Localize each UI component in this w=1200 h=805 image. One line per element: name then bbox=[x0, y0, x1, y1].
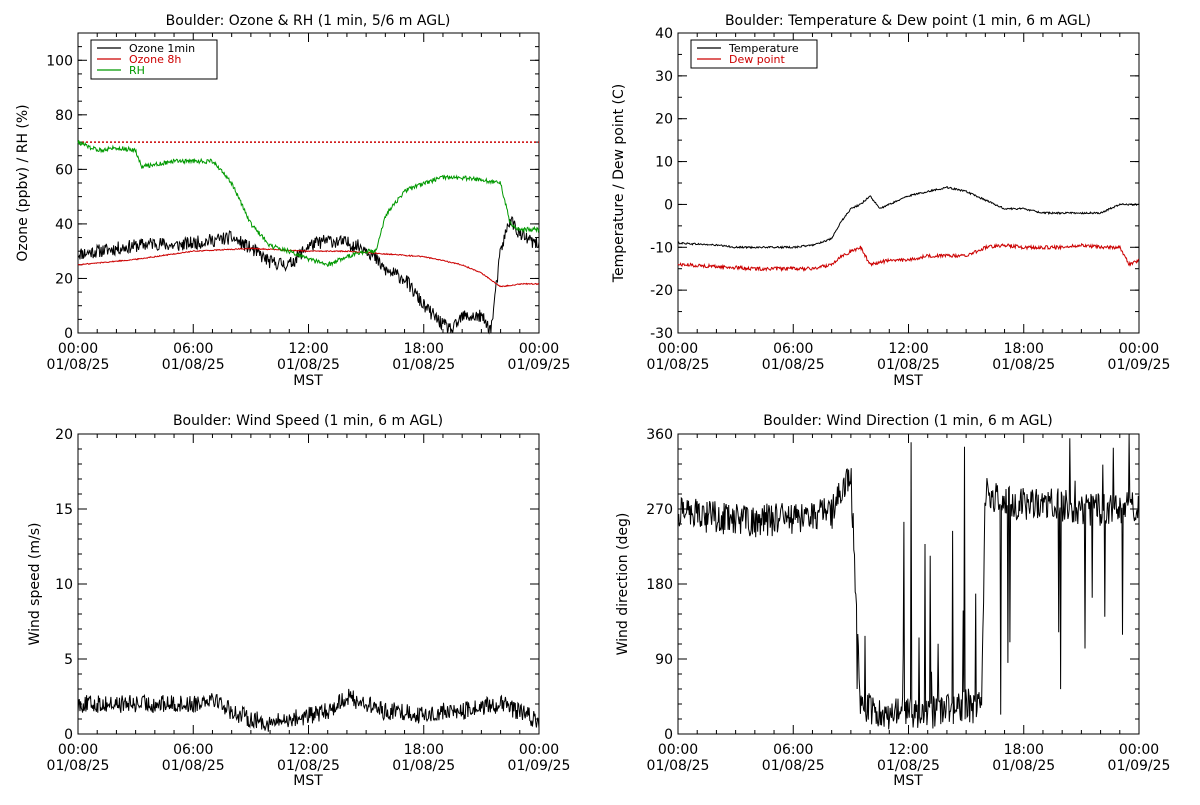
y-tick-label: 10 bbox=[55, 577, 73, 593]
y-tick-label: 0 bbox=[664, 727, 673, 743]
plot-frame bbox=[677, 32, 1140, 334]
series-line bbox=[77, 688, 540, 732]
x-axis-label: MST bbox=[293, 773, 323, 789]
series-line bbox=[77, 215, 540, 335]
ozone-rh-chart: Boulder: Ozone & RH (1 min, 5/6 m AGL) O… bbox=[15, 13, 570, 389]
y-axis-label: Ozone (ppbv) / RH (%) bbox=[15, 104, 31, 261]
x-tick-label: 12:00 bbox=[888, 341, 928, 357]
y-tick-label: 15 bbox=[55, 502, 73, 518]
x-tick-label: 01/08/25 bbox=[47, 758, 110, 774]
x-tick-label: 00:00 bbox=[1119, 341, 1159, 357]
x-tick-label: 01/08/25 bbox=[392, 758, 455, 774]
x-tick-label: 01/08/25 bbox=[162, 357, 225, 373]
series-line bbox=[77, 247, 540, 288]
x-tick-label: 01/08/25 bbox=[647, 758, 710, 774]
series-line bbox=[77, 140, 540, 267]
y-tick-label: 90 bbox=[655, 652, 673, 668]
x-tick-label: 06:00 bbox=[173, 341, 213, 357]
y-tick-label: 40 bbox=[655, 26, 673, 42]
y-tick-label: -10 bbox=[650, 240, 673, 256]
y-tick-label: 180 bbox=[646, 577, 673, 593]
x-tick-label: 18:00 bbox=[1004, 742, 1044, 758]
x-tick-label: 01/09/25 bbox=[1108, 758, 1171, 774]
series-line bbox=[677, 242, 1140, 273]
x-tick-label: 01/08/25 bbox=[762, 357, 825, 373]
wind-direction-chart: Boulder: Wind Direction (1 min, 6 m AGL)… bbox=[615, 413, 1170, 789]
x-axis-label: MST bbox=[893, 773, 923, 789]
x-tick-label: 01/08/25 bbox=[992, 357, 1055, 373]
x-tick-label: 01/08/25 bbox=[162, 758, 225, 774]
x-tick-label: 00:00 bbox=[658, 742, 698, 758]
y-tick-label: 30 bbox=[655, 69, 673, 85]
chart-title: Boulder: Wind Direction (1 min, 6 m AGL) bbox=[763, 413, 1052, 429]
x-tick-label: 01/08/25 bbox=[647, 357, 710, 373]
x-tick-label: 18:00 bbox=[404, 742, 444, 758]
x-tick-label: 18:00 bbox=[404, 341, 444, 357]
x-tick-label: 01/08/25 bbox=[762, 758, 825, 774]
temperature-dewpoint-chart: Boulder: Temperature & Dew point (1 min,… bbox=[611, 13, 1170, 389]
chart-title: Boulder: Ozone & RH (1 min, 5/6 m AGL) bbox=[166, 13, 451, 29]
x-tick-label: 00:00 bbox=[58, 742, 98, 758]
x-tick-label: 12:00 bbox=[888, 742, 928, 758]
chart-title: Boulder: Wind Speed (1 min, 6 m AGL) bbox=[173, 413, 443, 429]
plot-frame bbox=[77, 433, 540, 735]
x-tick-label: 00:00 bbox=[519, 341, 559, 357]
x-axis-label: MST bbox=[293, 373, 323, 389]
x-tick-label: 01/08/25 bbox=[277, 357, 340, 373]
y-tick-label: 20 bbox=[655, 112, 673, 128]
y-axis-label: Wind speed (m/s) bbox=[27, 523, 43, 646]
x-tick-label: 00:00 bbox=[58, 341, 98, 357]
y-tick-label: 20 bbox=[55, 427, 73, 443]
y-tick-label: 0 bbox=[64, 727, 73, 743]
x-axis-label: MST bbox=[893, 373, 923, 389]
x-tick-label: 00:00 bbox=[519, 742, 559, 758]
y-axis-label: Temperature / Dew point (C) bbox=[611, 84, 627, 283]
y-tick-label: 5 bbox=[64, 652, 73, 668]
x-tick-label: 12:00 bbox=[288, 742, 328, 758]
y-tick-label: 270 bbox=[646, 502, 673, 518]
x-tick-label: 00:00 bbox=[1119, 742, 1159, 758]
y-tick-label: -30 bbox=[650, 326, 673, 342]
chart-title: Boulder: Temperature & Dew point (1 min,… bbox=[725, 13, 1091, 29]
y-tick-label: -20 bbox=[650, 283, 673, 299]
x-tick-label: 01/08/25 bbox=[877, 758, 940, 774]
x-tick-label: 06:00 bbox=[173, 742, 213, 758]
wind-speed-chart: Boulder: Wind Speed (1 min, 6 m AGL) Win… bbox=[27, 413, 570, 789]
x-tick-label: 01/08/25 bbox=[277, 758, 340, 774]
x-tick-label: 18:00 bbox=[1004, 341, 1044, 357]
y-tick-label: 60 bbox=[55, 162, 73, 178]
legend-label: Ozone 1min bbox=[129, 42, 195, 55]
series-line bbox=[677, 186, 1140, 250]
y-tick-label: 360 bbox=[646, 427, 673, 443]
y-axis-label: Wind direction (deg) bbox=[615, 513, 631, 656]
y-tick-label: 20 bbox=[55, 271, 73, 287]
x-tick-label: 12:00 bbox=[288, 341, 328, 357]
y-tick-label: 80 bbox=[55, 108, 73, 124]
x-tick-label: 00:00 bbox=[658, 341, 698, 357]
legend-label: Temperature bbox=[728, 42, 799, 55]
y-tick-label: 100 bbox=[46, 53, 73, 69]
legend-label: Dew point bbox=[729, 53, 785, 66]
legend-box bbox=[690, 39, 818, 69]
x-tick-label: 01/08/25 bbox=[877, 357, 940, 373]
x-tick-label: 01/09/25 bbox=[508, 357, 571, 373]
y-tick-label: 0 bbox=[64, 326, 73, 342]
x-tick-label: 06:00 bbox=[773, 742, 813, 758]
x-tick-label: 01/09/25 bbox=[508, 758, 571, 774]
x-tick-label: 01/09/25 bbox=[1108, 357, 1171, 373]
x-tick-label: 06:00 bbox=[773, 341, 813, 357]
series-line bbox=[677, 434, 1140, 730]
y-tick-label: 40 bbox=[55, 217, 73, 233]
x-tick-label: 01/08/25 bbox=[392, 357, 455, 373]
y-tick-label: 0 bbox=[664, 197, 673, 213]
x-tick-label: 01/08/25 bbox=[47, 357, 110, 373]
y-tick-label: 10 bbox=[655, 155, 673, 171]
legend-label: RH bbox=[129, 64, 145, 77]
legend-label: Ozone 8h bbox=[129, 53, 181, 66]
x-tick-label: 01/08/25 bbox=[992, 758, 1055, 774]
